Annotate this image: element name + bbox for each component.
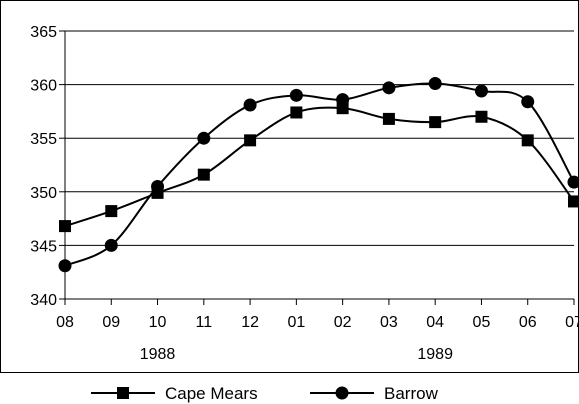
y-tick-label: 365 bbox=[30, 24, 57, 41]
data-point-square bbox=[382, 112, 395, 125]
x-tick-label: 01 bbox=[287, 314, 305, 331]
data-point-square bbox=[475, 110, 488, 123]
data-point-square bbox=[290, 106, 303, 119]
x-tick-label: 03 bbox=[380, 314, 398, 331]
year-label: 1988 bbox=[140, 346, 176, 363]
outer-frame bbox=[0, 0, 579, 373]
data-point-square bbox=[105, 205, 118, 218]
data-point-square bbox=[244, 134, 257, 147]
legend-item: Barrow bbox=[310, 384, 439, 403]
x-tick-label: 05 bbox=[473, 314, 491, 331]
data-point-circle bbox=[289, 88, 303, 102]
y-tick-label: 355 bbox=[30, 131, 57, 148]
year-labels: 1988 1989 bbox=[140, 346, 453, 363]
data-point-circle bbox=[197, 131, 211, 145]
series-circle bbox=[58, 77, 579, 273]
legend-label: Cape Mears bbox=[165, 384, 258, 403]
y-tick-label: 350 bbox=[30, 185, 57, 202]
legend: Cape Mears Barrow bbox=[91, 384, 439, 403]
data-point-circle bbox=[567, 175, 579, 189]
data-point-square bbox=[568, 195, 579, 208]
legend-label: Barrow bbox=[384, 384, 439, 403]
data-point-circle bbox=[336, 93, 350, 107]
data-point-circle bbox=[243, 98, 257, 112]
series bbox=[58, 77, 579, 273]
x-tick-label: 10 bbox=[149, 314, 167, 331]
y-tick-label: 360 bbox=[30, 78, 57, 95]
y-tick-label: 340 bbox=[30, 292, 57, 309]
x-tick-label: 09 bbox=[102, 314, 120, 331]
data-point-square bbox=[521, 134, 534, 147]
data-point-circle bbox=[151, 179, 165, 193]
x-tick-label: 12 bbox=[241, 314, 259, 331]
x-tick-label: 07 bbox=[565, 314, 579, 331]
grid-lines bbox=[65, 30, 574, 246]
y-tick-labels: 340 345 350 355 360 365 bbox=[30, 24, 57, 309]
x-tick-labels: 08 09 10 11 12 01 02 03 04 05 06 07 bbox=[56, 314, 579, 331]
legend-marker-square bbox=[117, 387, 129, 399]
data-point-circle bbox=[474, 84, 488, 98]
x-tick-label: 06 bbox=[519, 314, 537, 331]
y-tick-label: 345 bbox=[30, 238, 57, 255]
data-point-circle bbox=[428, 77, 442, 91]
data-point-square bbox=[429, 116, 442, 129]
axes bbox=[59, 30, 575, 305]
data-point-circle bbox=[521, 95, 535, 109]
data-point-square bbox=[197, 168, 210, 181]
year-label: 1989 bbox=[417, 346, 453, 363]
legend-marker-circle bbox=[335, 386, 349, 400]
data-point-circle bbox=[104, 238, 118, 252]
data-point-circle bbox=[382, 81, 396, 95]
x-tick-label: 11 bbox=[196, 314, 213, 331]
x-tick-label: 02 bbox=[334, 314, 352, 331]
x-tick-label: 08 bbox=[56, 314, 74, 331]
data-point-square bbox=[59, 220, 71, 233]
series-line bbox=[64, 82, 575, 267]
x-tick-label: 04 bbox=[426, 314, 444, 331]
data-point-circle bbox=[58, 259, 72, 273]
legend-item: Cape Mears bbox=[91, 384, 258, 403]
